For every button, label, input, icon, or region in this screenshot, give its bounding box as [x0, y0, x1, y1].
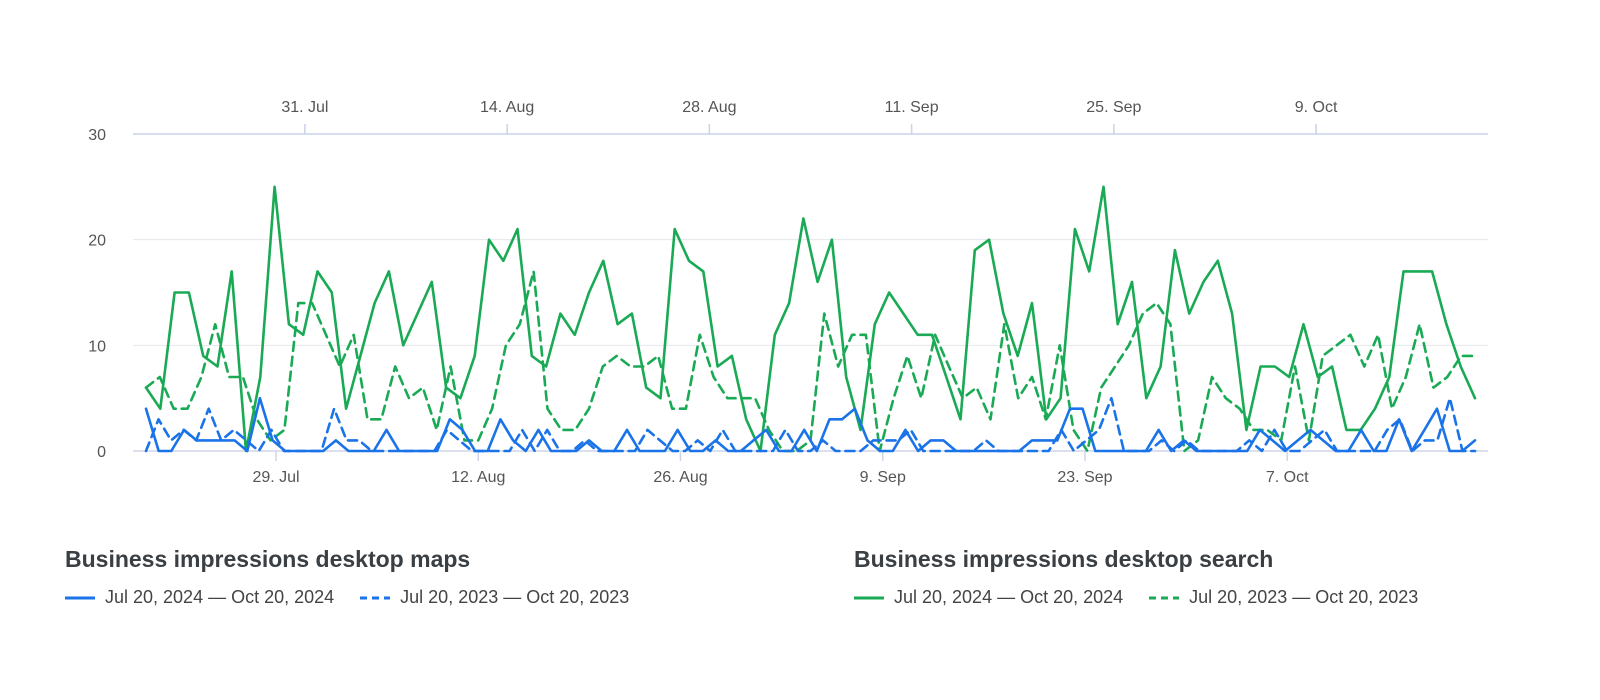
- top-x-axis: 31. Jul 14. Aug 28. Aug 11. Sep 25. Sep 9. Oc…: [281, 99, 1338, 134]
- legend-title-maps: Business impressions desktop maps: [65, 546, 471, 572]
- bottom-tick-label: 23. Sep: [1057, 469, 1112, 486]
- y-tick-label: 30: [88, 127, 106, 144]
- bottom-tick-label: 29. Jul: [252, 469, 299, 486]
- series-line-maps-2023: [144, 396, 1477, 453]
- bottom-x-axis: 29. Jul 12. Aug 26. Aug 9. Sep 23. Sep 7. Oct: [252, 451, 1309, 486]
- top-tick-label: 25. Sep: [1086, 99, 1141, 116]
- legend-item-search-2023[interactable]: Jul 20, 2023 — Oct 20, 2023: [1149, 587, 1418, 608]
- legend-label: Jul 20, 2023 — Oct 20, 2023: [400, 587, 630, 607]
- series-lines: [144, 185, 1477, 453]
- top-tick-label: 11. Sep: [885, 99, 939, 116]
- solid-line-swatch-icon: [65, 596, 95, 599]
- top-tick-label: 28. Aug: [682, 99, 736, 116]
- bottom-tick-label: 7. Oct: [1266, 469, 1309, 486]
- legend-item-maps-2023[interactable]: Jul 20, 2023 — Oct 20, 2023: [360, 587, 629, 608]
- line-chart: 0 10 20 30 31. Jul 14. Aug 28. Aug 11. Sep 25. …: [88, 99, 1488, 486]
- top-tick-label: 14. Aug: [480, 99, 534, 116]
- legend-item-maps-2024[interactable]: Jul 20, 2024 — Oct 20, 2024: [65, 587, 334, 608]
- series-line-search-2023: [144, 270, 1477, 453]
- series-line-search-2024: [144, 185, 1477, 453]
- dashed-line-swatch-icon: [1149, 596, 1180, 599]
- bottom-tick-label: 9. Sep: [860, 469, 906, 486]
- legend-title-search: Business impressions desktop search: [854, 546, 1274, 572]
- top-tick-label: 31. Jul: [281, 99, 328, 116]
- bottom-tick-label: 26. Aug: [653, 469, 707, 486]
- y-tick-label: 20: [88, 233, 106, 250]
- legend-label: Jul 20, 2024 — Oct 20, 2024: [894, 587, 1124, 607]
- bottom-tick-label: 12. Aug: [451, 469, 505, 486]
- solid-line-swatch-icon: [854, 596, 884, 599]
- legend-maps: Business impressions desktop maps Jul 20…: [65, 546, 655, 608]
- top-tick-label: 9. Oct: [1295, 99, 1338, 116]
- legend-search: Business impressions desktop search Jul …: [854, 546, 1418, 608]
- grid-lines: [133, 133, 1488, 452]
- y-tick-label: 0: [97, 444, 106, 461]
- series-line-maps-2024: [144, 396, 1477, 453]
- legend-item-search-2024[interactable]: Jul 20, 2024 — Oct 20, 2024: [854, 587, 1123, 608]
- legend-label: Jul 20, 2024 — Oct 20, 2024: [105, 587, 335, 607]
- y-tick-label: 10: [88, 338, 106, 355]
- dashed-line-swatch-icon: [360, 596, 391, 599]
- y-axis: 0 10 20 30: [88, 127, 106, 461]
- legend-label: Jul 20, 2023 — Oct 20, 2023: [1189, 587, 1419, 607]
